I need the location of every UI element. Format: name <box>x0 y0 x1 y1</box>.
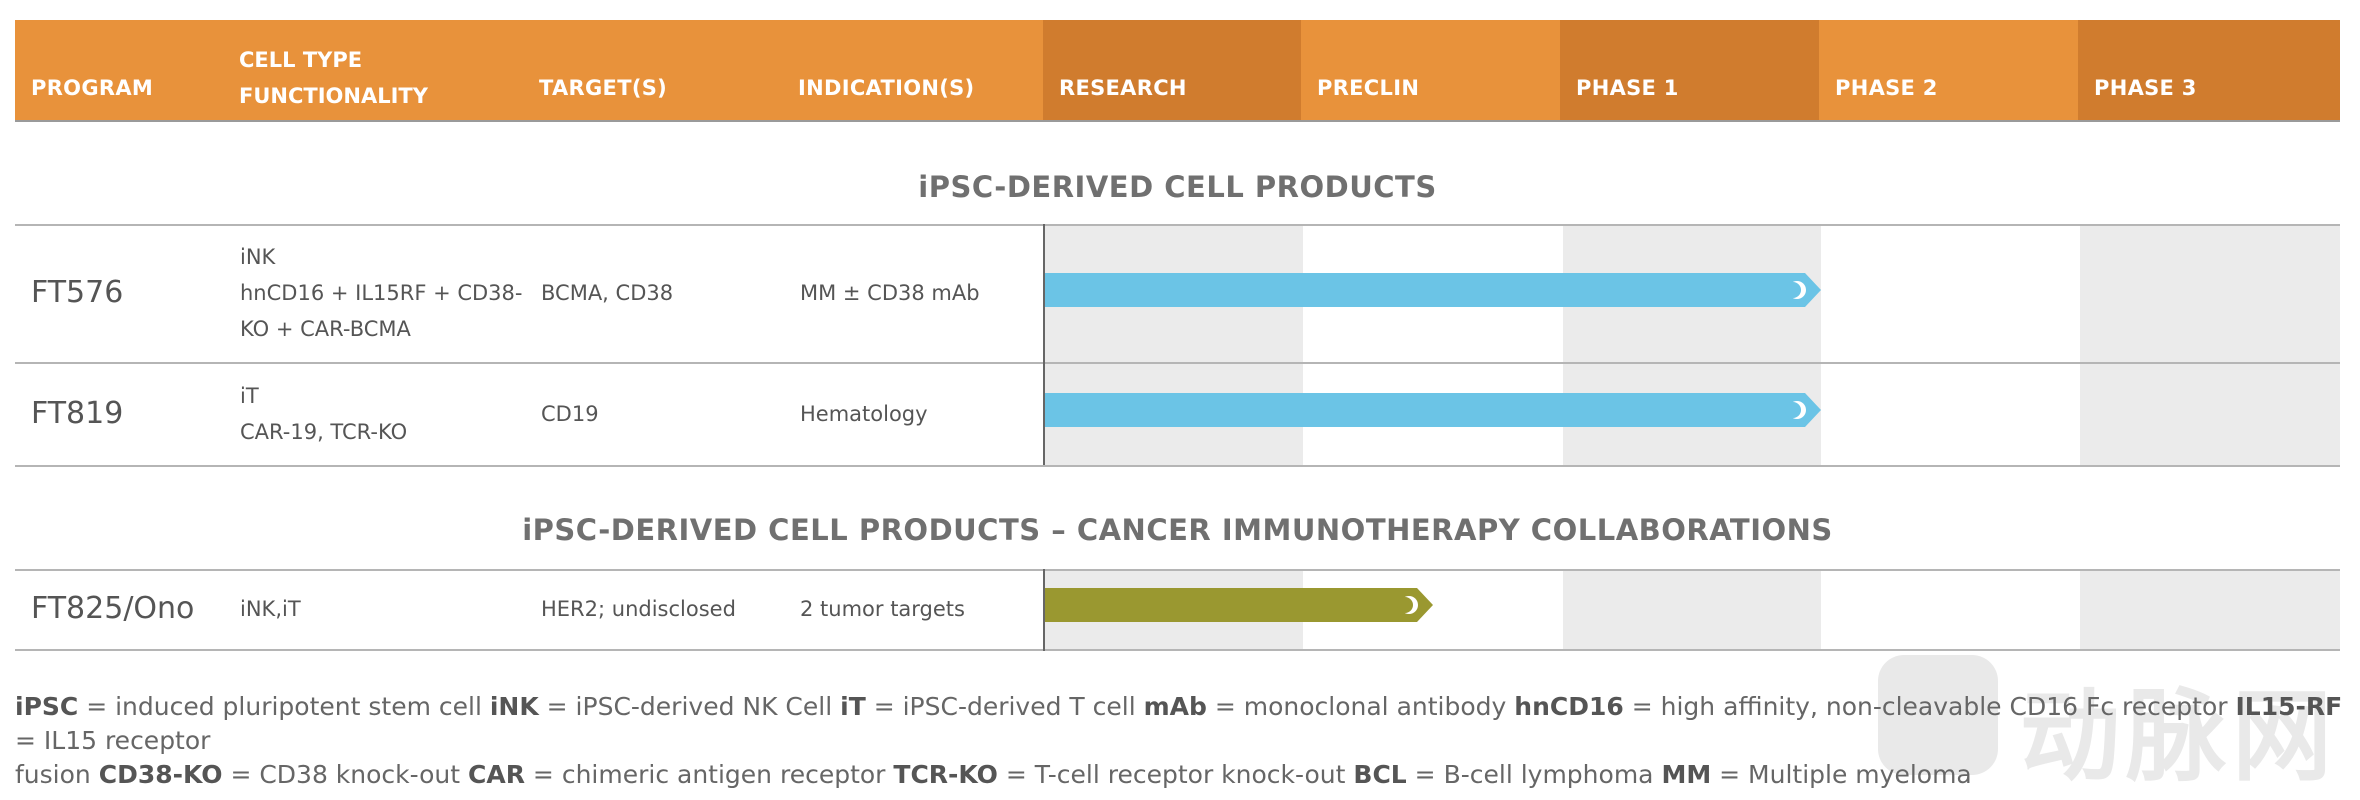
header-col-phase3: PHASE 3 <box>2078 20 2340 120</box>
header-col-research: RESEARCH <box>1043 20 1301 120</box>
row-divider <box>15 362 2340 364</box>
row-divider <box>15 569 2340 571</box>
targets: CD19 <box>541 402 599 426</box>
abbreviation-legend: iPSC = induced pluripotent stem cell iNK… <box>15 690 2345 792</box>
header-label-program: PROGRAM <box>31 76 154 100</box>
header-col-preclin: PRECLIN <box>1301 20 1560 120</box>
header-label-phase2: PHASE 2 <box>1835 76 1938 100</box>
cell-type: iNK,iT <box>240 597 301 621</box>
vb-logo-icon <box>1878 655 1998 775</box>
header-col-indications: INDICATION(S) <box>782 20 1043 120</box>
section-title-collaborations: iPSC-DERIVED CELL PRODUCTS – CANCER IMMU… <box>522 513 1833 547</box>
watermark-text: 动脉网 <box>2020 678 2338 795</box>
legend-line: iPSC = induced pluripotent stem cell iNK… <box>15 692 2343 755</box>
header-label-indications: INDICATION(S) <box>798 76 975 100</box>
phase-shade-phase3-top <box>2080 225 2340 465</box>
program-name: FT576 <box>31 275 124 310</box>
indication: 2 tumor targets <box>800 597 965 621</box>
cell-type: iT CAR-19, TCR-KO <box>240 384 408 444</box>
header-label-phase1: PHASE 1 <box>1576 76 1679 100</box>
header-label-cell-type: CELL TYPE FUNCTIONALITY <box>239 48 428 108</box>
progress-bar <box>1045 273 1821 307</box>
program-name: FT819 <box>31 396 124 431</box>
targets: BCMA, CD38 <box>541 281 674 305</box>
header-col-cell-type: CELL TYPE FUNCTIONALITY <box>223 20 523 120</box>
research-column-border <box>1043 224 1045 465</box>
header-label-preclin: PRECLIN <box>1317 76 1420 100</box>
program-name: FT825/Ono <box>31 591 195 626</box>
header-col-targets: TARGET(S) <box>523 20 782 120</box>
progress-bar <box>1045 393 1821 427</box>
row-divider <box>15 224 2340 226</box>
section-title-ipsc: iPSC-DERIVED CELL PRODUCTS <box>918 170 1437 204</box>
header-label-targets: TARGET(S) <box>539 76 668 100</box>
cell-type: iNK hnCD16 + IL15RF + CD38- KO + CAR-BCM… <box>240 245 523 341</box>
targets: HER2; undisclosed <box>541 597 736 621</box>
phase-shade-research-top <box>1045 225 1303 465</box>
header-col-phase1: PHASE 1 <box>1560 20 1819 120</box>
research-column-border <box>1043 569 1045 651</box>
legend-line: fusion CD38-KO = CD38 knock-out CAR = ch… <box>15 760 1972 789</box>
indication: Hematology <box>800 402 928 426</box>
indication: MM ± CD38 mAb <box>800 281 980 305</box>
header-col-program: PROGRAM <box>15 20 223 120</box>
progress-bar <box>1045 588 1433 622</box>
header-label-phase3: PHASE 3 <box>2094 76 2197 100</box>
phase-shade-phase3-bottom <box>2080 570 2340 650</box>
header-col-phase2: PHASE 2 <box>1819 20 2078 120</box>
header-divider <box>15 120 2340 122</box>
phase-shade-phase1-top <box>1563 225 1821 465</box>
header-label-research: RESEARCH <box>1059 76 1187 100</box>
row-divider <box>15 465 2340 467</box>
phase-shade-phase1-bottom <box>1563 570 1821 650</box>
pipeline-header: PROGRAM CELL TYPE FUNCTIONALITY TARGET(S… <box>15 20 2340 120</box>
row-divider <box>15 649 2340 651</box>
